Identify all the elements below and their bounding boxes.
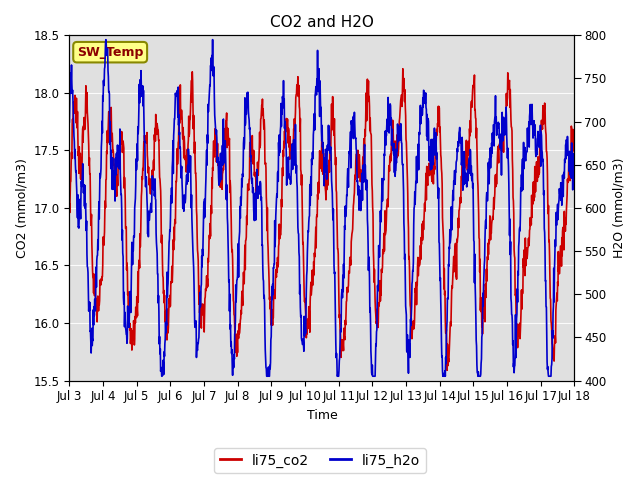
li75_co2 [467,130,474,135]
li75_h2o [179,189,186,194]
li75_co2 [178,108,186,113]
li75_h2o [467,149,474,155]
li75_h2o [65,119,73,125]
li75_co2 [511,292,519,298]
li75_h2o [158,373,166,379]
li75_co2 [444,367,451,373]
li75_h2o [235,239,243,244]
li75_co2 [65,201,73,207]
Text: SW_Temp: SW_Temp [77,46,143,59]
li75_co2 [234,328,242,334]
li75_h2o [401,256,408,262]
Line: li75_co2: li75_co2 [69,69,575,370]
li75_h2o [511,349,519,355]
li75_co2 [166,300,173,306]
li75_h2o [571,156,579,162]
li75_h2o [166,228,174,234]
Y-axis label: H2O (mmol/m3): H2O (mmol/m3) [612,157,625,258]
Title: CO2 and H2O: CO2 and H2O [270,15,374,30]
Y-axis label: CO2 (mmol/m3): CO2 (mmol/m3) [15,158,28,258]
Line: li75_h2o: li75_h2o [69,40,575,376]
li75_h2o [102,37,109,43]
Legend: li75_co2, li75_h2o: li75_co2, li75_h2o [214,448,426,473]
li75_co2 [401,88,408,94]
X-axis label: Time: Time [307,409,337,422]
li75_co2 [571,139,579,145]
li75_co2 [399,66,406,72]
